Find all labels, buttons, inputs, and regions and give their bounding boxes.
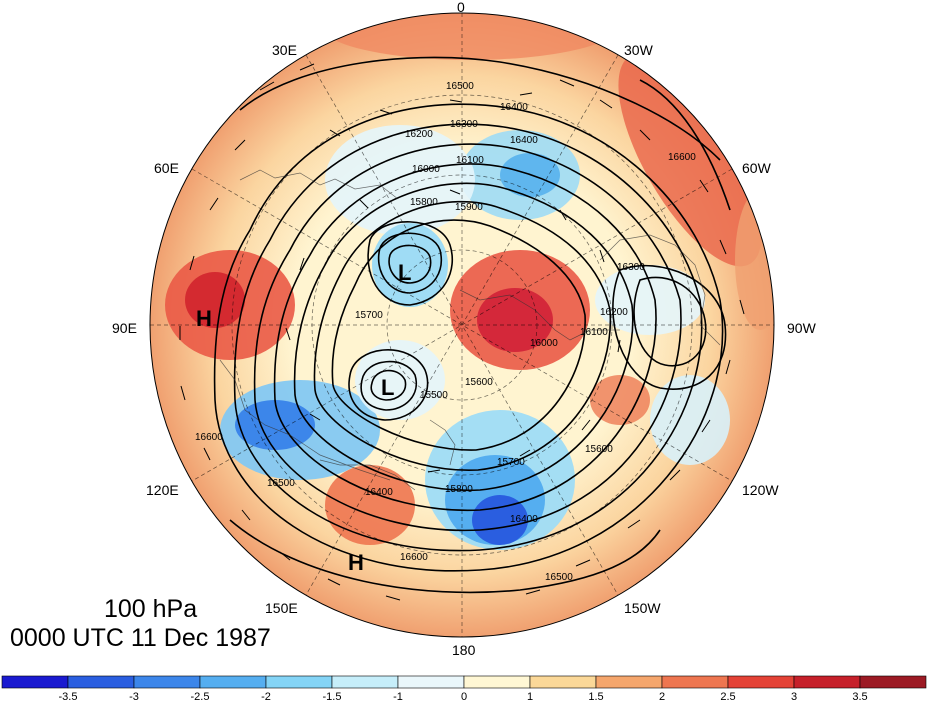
contour-label: 16600 (668, 152, 696, 163)
coastlines (219, 169, 721, 491)
map-boundary (149, 12, 775, 638)
contour-label: 16200 (405, 129, 433, 140)
contour-label: 15900 (455, 202, 483, 213)
low-pressure-marker: L (398, 260, 411, 285)
wind-barbs (179, 63, 745, 601)
contour-label: 15700 (355, 310, 383, 321)
longitude-label: 150W (624, 600, 661, 616)
longitude-label: 30E (272, 42, 297, 58)
colorbar-tick-labels: -3.5 -3 -2.5 -2 -1.5 -1 0 1 1.5 2 2.5 3 3.5 (59, 691, 868, 702)
longitude-label: 180 (452, 642, 476, 658)
longitude-labels: 0 30W 60W 90W 120W 150W 180 150E 120E 90… (112, 0, 817, 658)
longitude-label: 150E (265, 600, 298, 616)
colorbar-tick-label: -2.5 (191, 691, 210, 702)
high-pressure-marker: H (196, 306, 212, 331)
colorbar-swatch (1, 675, 69, 689)
colorbar-swatch (727, 675, 795, 689)
colorbar-tick-label: 3.5 (852, 691, 867, 702)
colorbar-tick-label: -3 (129, 691, 139, 702)
longitude-label: 90W (787, 320, 817, 336)
contour-label: 16400 (500, 102, 528, 113)
colorbar-tick-label: 1.5 (588, 691, 603, 702)
polar-stereographic-map: 16500 16400 16300 16200 16100 16000 1590… (112, 0, 817, 658)
contour-label: 15800 (445, 484, 473, 495)
colorbar-swatch (199, 675, 267, 689)
longitude-label: 30W (624, 42, 654, 58)
contour-label: 16200 (600, 307, 628, 318)
colorbar-swatches (1, 675, 927, 689)
colorbar-tick-label: -3.5 (59, 691, 78, 702)
contour-labels: 16500 16400 16300 16200 16100 16000 1590… (195, 81, 696, 583)
colorbar: -3.5 -3 -2.5 -2 -1.5 -1 0 1 1.5 2 2.5 3 3.5 (1, 675, 927, 702)
colorbar-swatch (133, 675, 201, 689)
colorbar-swatch (529, 675, 597, 689)
longitude-label: 60E (154, 160, 179, 176)
contour-label: 16500 (545, 572, 573, 583)
colorbar-tick-label: -2 (261, 691, 271, 702)
valid-time-title: 0000 UTC 11 Dec 1987 (10, 624, 271, 652)
colorbar-swatch (463, 675, 531, 689)
high-pressure-marker: H (348, 550, 364, 575)
graticule (150, 13, 774, 637)
colorbar-swatch (331, 675, 399, 689)
contour-label: 16000 (530, 338, 558, 349)
contour-label: 15800 (410, 197, 438, 208)
contour-label: 16600 (400, 552, 428, 563)
contour-label: 15700 (497, 457, 525, 468)
colorbar-tick-label: 2.5 (720, 691, 735, 702)
colorbar-swatch (67, 675, 135, 689)
colorbar-swatch (265, 675, 333, 689)
colorbar-tick-label: 0 (461, 691, 467, 702)
contour-label: 16500 (267, 478, 295, 489)
contour-label: 15600 (465, 377, 493, 388)
colorbar-swatch (859, 675, 927, 689)
longitude-label: 90E (112, 320, 137, 336)
contour-label: 16400 (510, 135, 538, 146)
contour-label: 16600 (195, 432, 223, 443)
height-contours (213, 56, 731, 594)
pressure-level-title: 100 hPa (104, 595, 198, 623)
contour-label: 15600 (585, 444, 613, 455)
contour-label: 16400 (510, 514, 538, 525)
longitude-label: 120W (742, 482, 779, 498)
contour-label: 16300 (450, 119, 478, 130)
contour-label: 16300 (617, 262, 645, 273)
longitude-label: 120E (146, 482, 179, 498)
colorbar-tick-label: 1 (527, 691, 533, 702)
colorbar-swatch (397, 675, 465, 689)
contour-label: 16400 (365, 487, 393, 498)
longitude-label: 60W (742, 160, 772, 176)
colorbar-tick-label: 2 (659, 691, 665, 702)
colorbar-tick-label: -1.5 (323, 691, 342, 702)
contour-label: 15500 (420, 390, 448, 401)
contour-label: 16500 (446, 81, 474, 92)
longitude-label: 0 (457, 0, 465, 15)
low-pressure-marker: L (381, 375, 394, 400)
contour-label: 16100 (580, 327, 608, 338)
colorbar-swatch (661, 675, 729, 689)
colorbar-tick-label: 3 (791, 691, 797, 702)
contour-label: 16100 (456, 155, 484, 166)
colorbar-swatch (793, 675, 861, 689)
contour-label: 16000 (412, 164, 440, 175)
colorbar-tick-label: -1 (393, 691, 403, 702)
colorbar-swatch (595, 675, 663, 689)
